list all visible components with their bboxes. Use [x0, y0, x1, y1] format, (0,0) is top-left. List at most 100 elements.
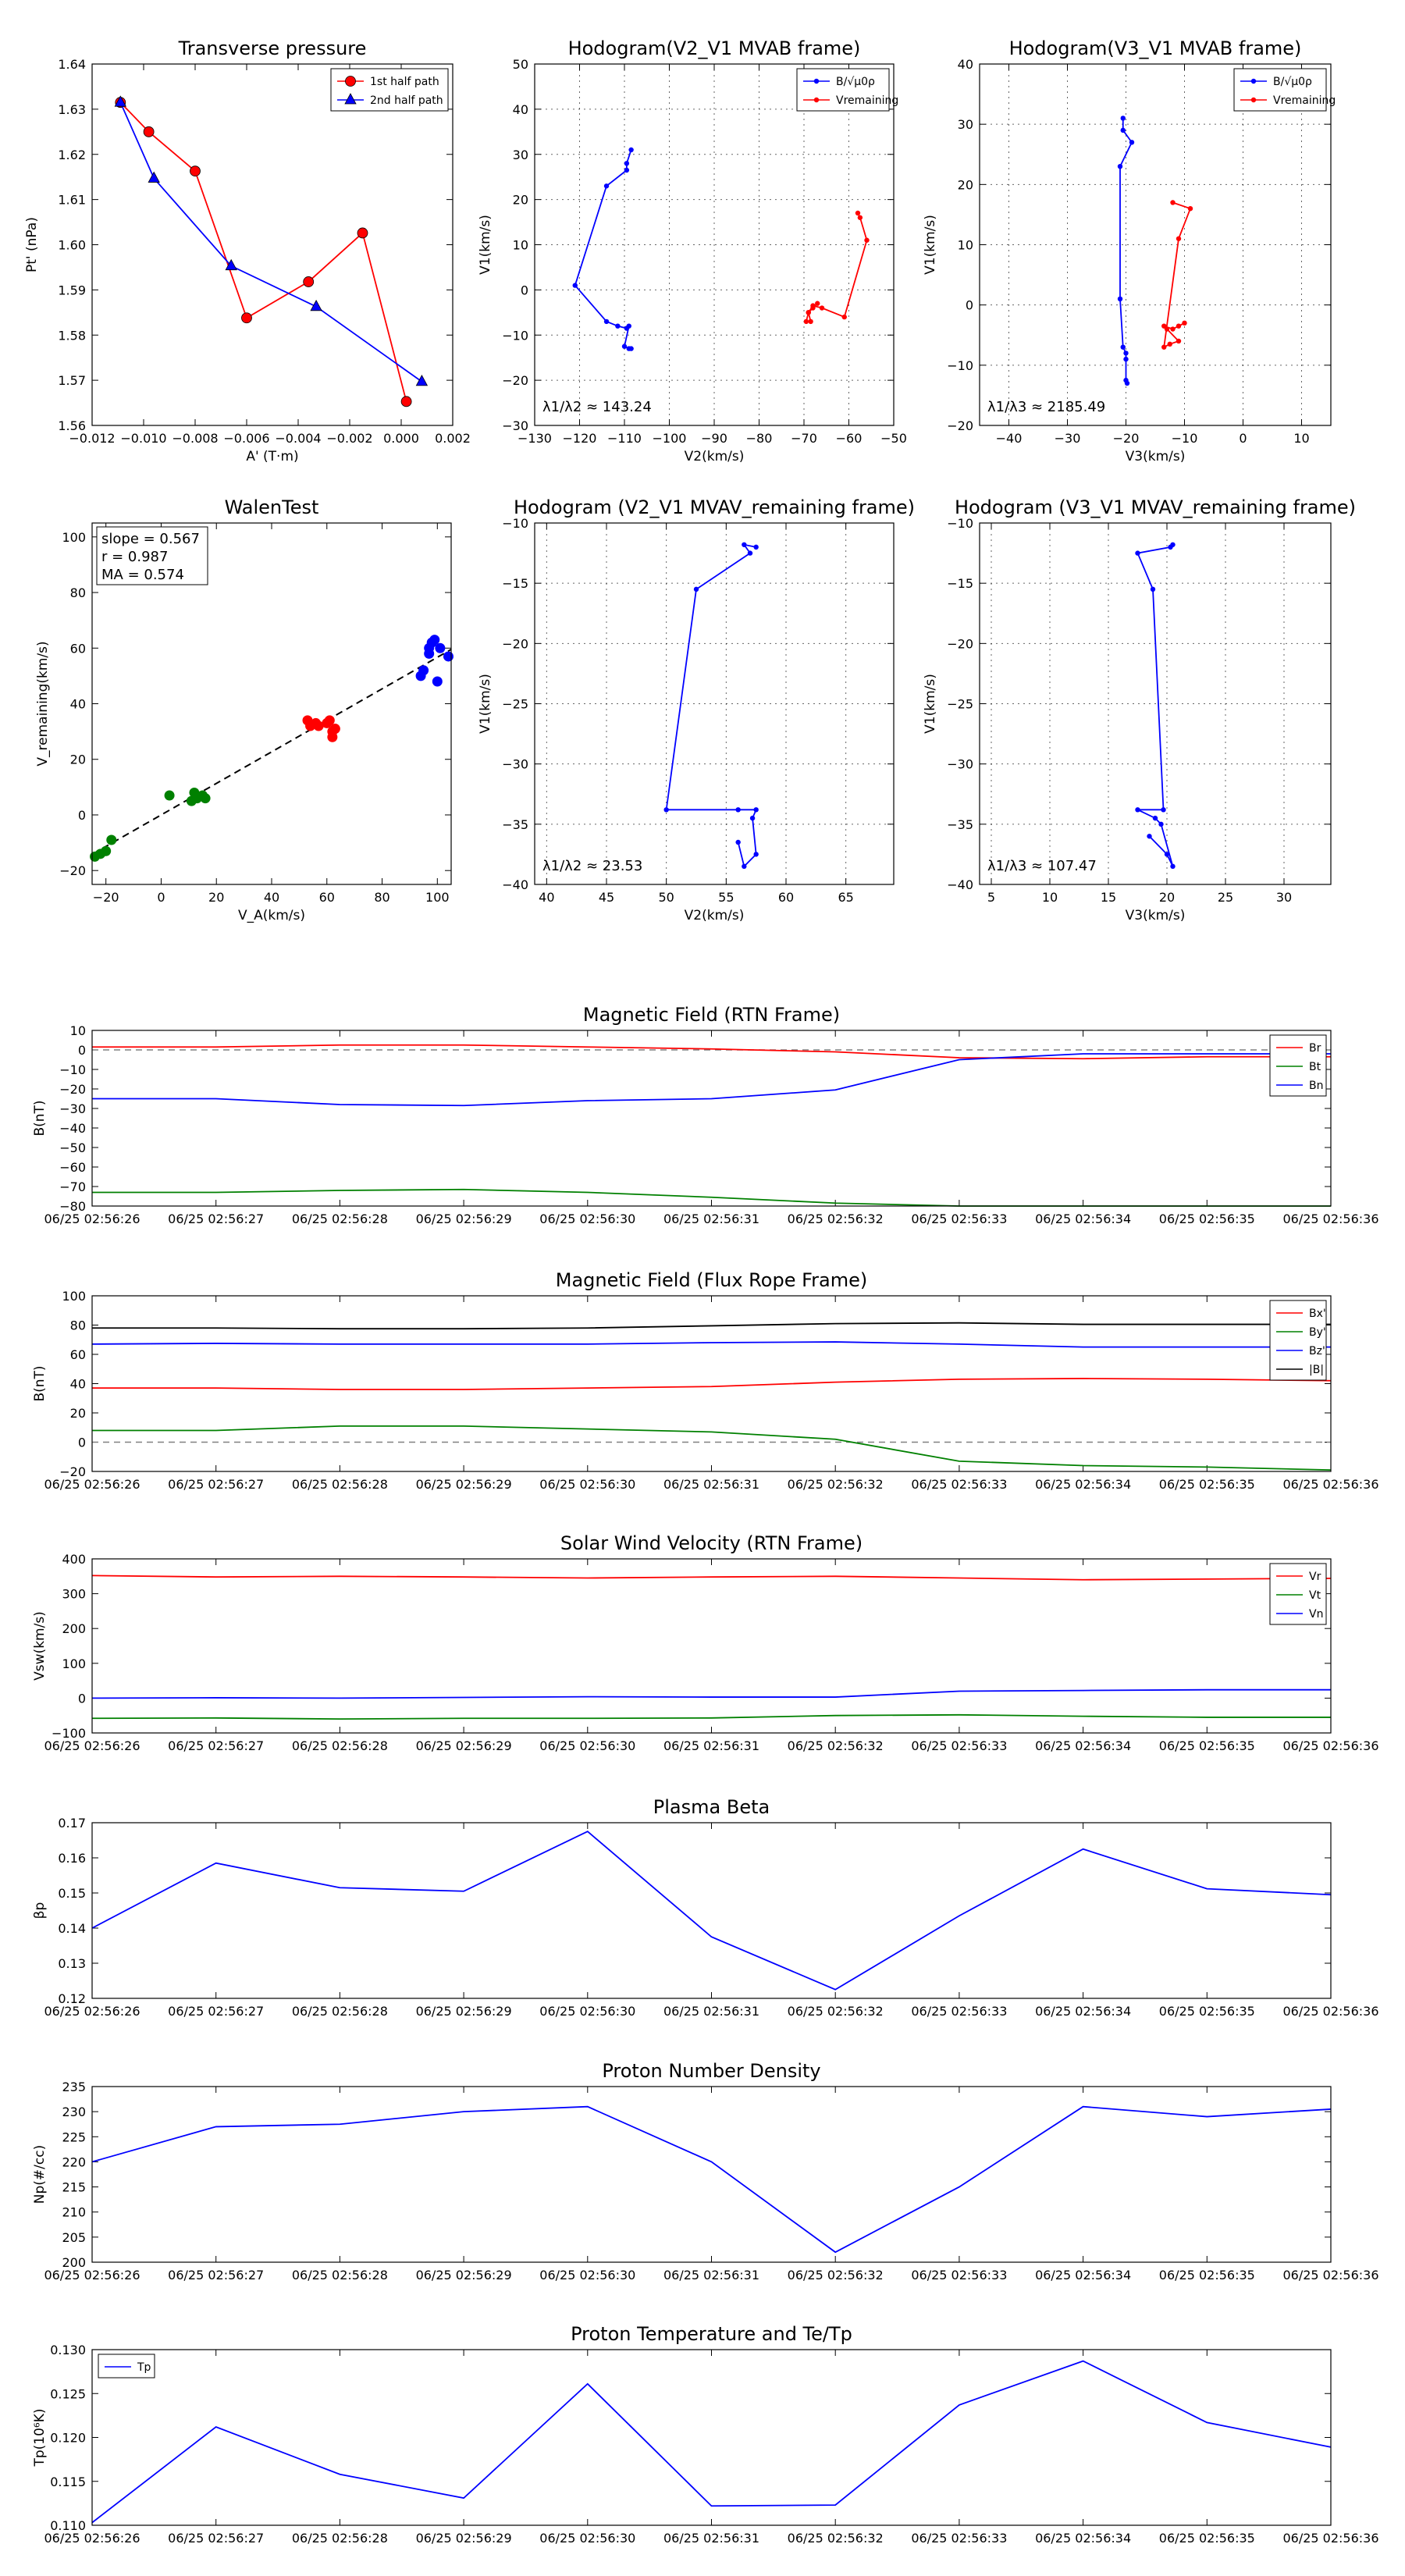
time-tick-label: 06/25 02:56:34 [1035, 2531, 1131, 2546]
x-tick-label: 20 [208, 890, 224, 905]
x-tick-label: 10 [1293, 431, 1309, 446]
y-tick-label: 0.16 [58, 1851, 86, 1866]
time-tick-label: 06/25 02:56:34 [1035, 1212, 1131, 1226]
data-point [572, 283, 578, 288]
y-tick-label: 1.63 [58, 102, 86, 117]
x-tick-label: −40 [996, 431, 1023, 446]
series-line [91, 2360, 1332, 2524]
x-tick-label: 20 [1159, 890, 1175, 905]
series-line [91, 1688, 1331, 1699]
time-tick-label: 06/25 02:56:27 [168, 1212, 264, 1226]
legend-label: Vr [1309, 1571, 1321, 1583]
y-tick-label: 210 [62, 2205, 86, 2220]
time-tick-label: 06/25 02:56:29 [416, 1212, 512, 1226]
data-point [742, 863, 747, 870]
y-tick-label: 1.56 [58, 418, 86, 433]
y-tick-label: −25 [502, 697, 528, 712]
time-tick-label: 06/25 02:56:34 [1035, 2004, 1131, 2019]
time-tick-label: 06/25 02:56:26 [44, 1477, 140, 1492]
chart-c9: 06/25 02:56:26 06/25 02:56:27 06/25 02:56:… [32, 1532, 1379, 1753]
plot-frame [91, 1295, 1332, 1472]
x-tick-label: −20 [1113, 431, 1140, 446]
data-point [1129, 140, 1135, 145]
y-tick-label: 0.14 [58, 1921, 86, 1936]
stats-text: MA = 0.574 [101, 567, 184, 583]
legend [1269, 1300, 1327, 1381]
chart-title: Magnetic Field (RTN Frame) [583, 1004, 840, 1026]
time-tick-label: 06/25 02:56:29 [416, 2268, 512, 2282]
data-point [815, 301, 820, 306]
time-tick-label: 06/25 02:56:31 [663, 2004, 759, 2019]
y-tick-label: 30 [513, 148, 528, 162]
data-point [663, 807, 669, 813]
y-tick-label: 0 [78, 1043, 86, 1058]
legend-label: B/√μ0ρ [836, 76, 875, 88]
y-tick-label: −10 [502, 328, 528, 343]
series-line [574, 149, 632, 350]
data-point [400, 396, 412, 407]
chart-title: Proton Number Density [602, 2060, 820, 2082]
data-point [241, 312, 252, 324]
time-tick-label: 06/25 02:56:35 [1159, 2531, 1255, 2546]
data-point [418, 665, 429, 676]
x-tick-label: 0.000 [383, 431, 419, 446]
y-tick-label: 0.110 [50, 2518, 86, 2533]
data-point [344, 93, 357, 105]
time-tick-label: 06/25 02:56:26 [44, 1738, 140, 1753]
chart-c11: 06/25 02:56:26 06/25 02:56:27 06/25 02:56:… [32, 2060, 1379, 2282]
time-tick-label: 06/25 02:56:30 [539, 2268, 635, 2282]
data-point [101, 845, 112, 856]
data-point [749, 815, 756, 821]
x-tick-label: −60 [836, 431, 863, 446]
y-tick-label: 100 [62, 1289, 86, 1304]
data-point [628, 147, 634, 153]
legend-label: Vt [1309, 1589, 1321, 1602]
data-point [803, 318, 809, 325]
time-tick-label: 06/25 02:56:36 [1282, 2268, 1378, 2282]
eigen-ratio: λ1/λ3 ≈ 2185.49 [987, 399, 1105, 415]
time-tick-label: 06/25 02:56:35 [1159, 1477, 1255, 1492]
y-tick-label: 1.59 [58, 283, 86, 297]
plot-frame [979, 522, 1332, 885]
x-axis-label: V2(km/s) [685, 449, 745, 464]
data-point [1161, 344, 1167, 350]
y-tick-label: −20 [947, 418, 973, 433]
x-axis-label: V2(km/s) [685, 908, 745, 923]
y-axis-label: B(nT) [32, 1365, 48, 1401]
series-line [665, 543, 758, 868]
data-point [357, 227, 368, 239]
time-tick-label: 06/25 02:56:34 [1035, 2268, 1131, 2282]
time-tick-label: 06/25 02:56:36 [1282, 1477, 1378, 1492]
data-point [303, 276, 315, 287]
series-line [91, 1713, 1331, 1720]
data-point [415, 375, 429, 386]
legend [1233, 68, 1327, 112]
chart-title: Hodogram (V3_V1 MVAV_remaining frame) [955, 496, 1356, 518]
data-point [345, 76, 356, 87]
data-point [1117, 163, 1123, 169]
legend-label: Bx' [1309, 1308, 1326, 1320]
y-tick-label: 20 [513, 193, 528, 208]
data-point [1161, 323, 1167, 329]
data-point [855, 210, 861, 216]
x-axis-label: V3(km/s) [1126, 908, 1186, 923]
y-tick-label: −20 [59, 1464, 86, 1479]
time-tick-label: 06/25 02:56:30 [539, 2004, 635, 2019]
data-point [1250, 78, 1257, 84]
time-tick-label: 06/25 02:56:36 [1282, 1212, 1378, 1226]
y-tick-label: 1.58 [58, 328, 86, 343]
data-point [106, 834, 117, 845]
chart-title: Hodogram (V2_V1 MVAV_remaining frame) [514, 496, 915, 518]
x-tick-label: −80 [746, 431, 773, 446]
data-point [1123, 350, 1129, 356]
data-point [1187, 206, 1193, 212]
time-tick-label: 06/25 02:56:27 [168, 1738, 264, 1753]
data-point [1176, 236, 1182, 241]
data-point [603, 318, 610, 325]
series-line [92, 1378, 1332, 1390]
data-point [753, 544, 759, 550]
y-axis-label: V_remaining(km/s) [35, 641, 51, 766]
data-point [864, 237, 870, 243]
y-tick-label: −70 [59, 1179, 86, 1194]
series-line [119, 101, 407, 402]
